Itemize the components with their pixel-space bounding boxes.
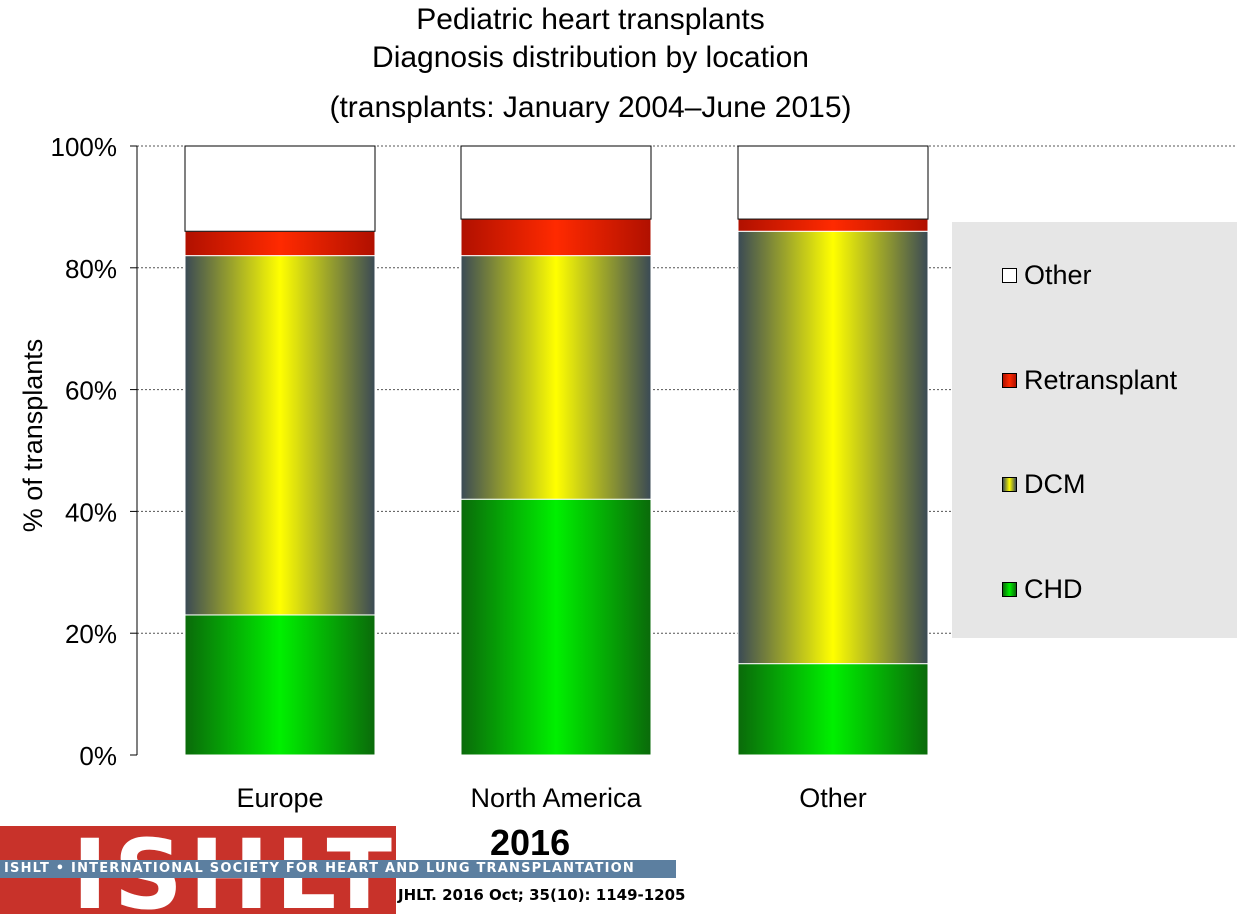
bar-other-other	[737, 145, 929, 220]
legend-swatch-dcm	[1002, 477, 1017, 492]
legend-item-other: Other	[1002, 260, 1092, 291]
bar-retransplant-other	[737, 218, 929, 232]
y-axis-title: % of transplants	[18, 339, 48, 533]
bar-other-north-america	[460, 145, 652, 220]
legend-item-chd: CHD	[1002, 574, 1083, 605]
legend-label-chd: CHD	[1024, 574, 1083, 604]
y-tick-label: 0%	[79, 741, 117, 771]
report-year: 2016	[490, 822, 571, 863]
y-tick-label: 20%	[65, 619, 117, 649]
legend-label-other: Other	[1024, 260, 1092, 290]
x-tick-label: Europe	[236, 783, 323, 813]
bar-chd-north-america	[460, 498, 652, 756]
legend: Other Retransplant DCM CHD	[952, 222, 1237, 638]
footer-banner: ISHLT • INTERNATIONAL SOCIETY FOR HEART …	[0, 860, 676, 878]
x-tick-label: Other	[799, 783, 867, 813]
bar-retransplant-europe	[184, 230, 376, 257]
bar-chd-other	[737, 663, 929, 756]
bar-retransplant-north-america	[460, 218, 652, 257]
legend-swatch-other	[1002, 268, 1017, 283]
legend-swatch-retransplant	[1002, 373, 1017, 388]
bar-chd-europe	[184, 614, 376, 756]
bar-dcm-north-america	[460, 255, 652, 500]
title-line-2: Diagnosis distribution by location	[372, 41, 809, 74]
title-line-1: Pediatric heart transplants	[416, 3, 765, 36]
y-tick-label: 100%	[51, 132, 118, 162]
x-tick-label: North America	[470, 783, 642, 813]
legend-label-retransplant: Retransplant	[1024, 365, 1178, 395]
y-tick-label: 60%	[65, 376, 117, 406]
y-tick-label: 80%	[65, 254, 117, 284]
legend-item-dcm: DCM	[1002, 469, 1086, 500]
bar-other-europe	[184, 145, 376, 232]
legend-label-dcm: DCM	[1024, 469, 1086, 499]
y-tick-label: 40%	[65, 497, 117, 527]
bar-dcm-europe	[184, 255, 376, 616]
legend-item-retransplant: Retransplant	[1002, 365, 1177, 396]
citation: JHLT. 2016 Oct; 35(10): 1149-1205	[398, 886, 686, 904]
legend-swatch-chd	[1002, 582, 1017, 597]
title-line-3: (transplants: January 2004–June 2015)	[329, 91, 852, 124]
bar-dcm-other	[737, 230, 929, 665]
footer-banner-text: ISHLT • INTERNATIONAL SOCIETY FOR HEART …	[4, 861, 635, 876]
